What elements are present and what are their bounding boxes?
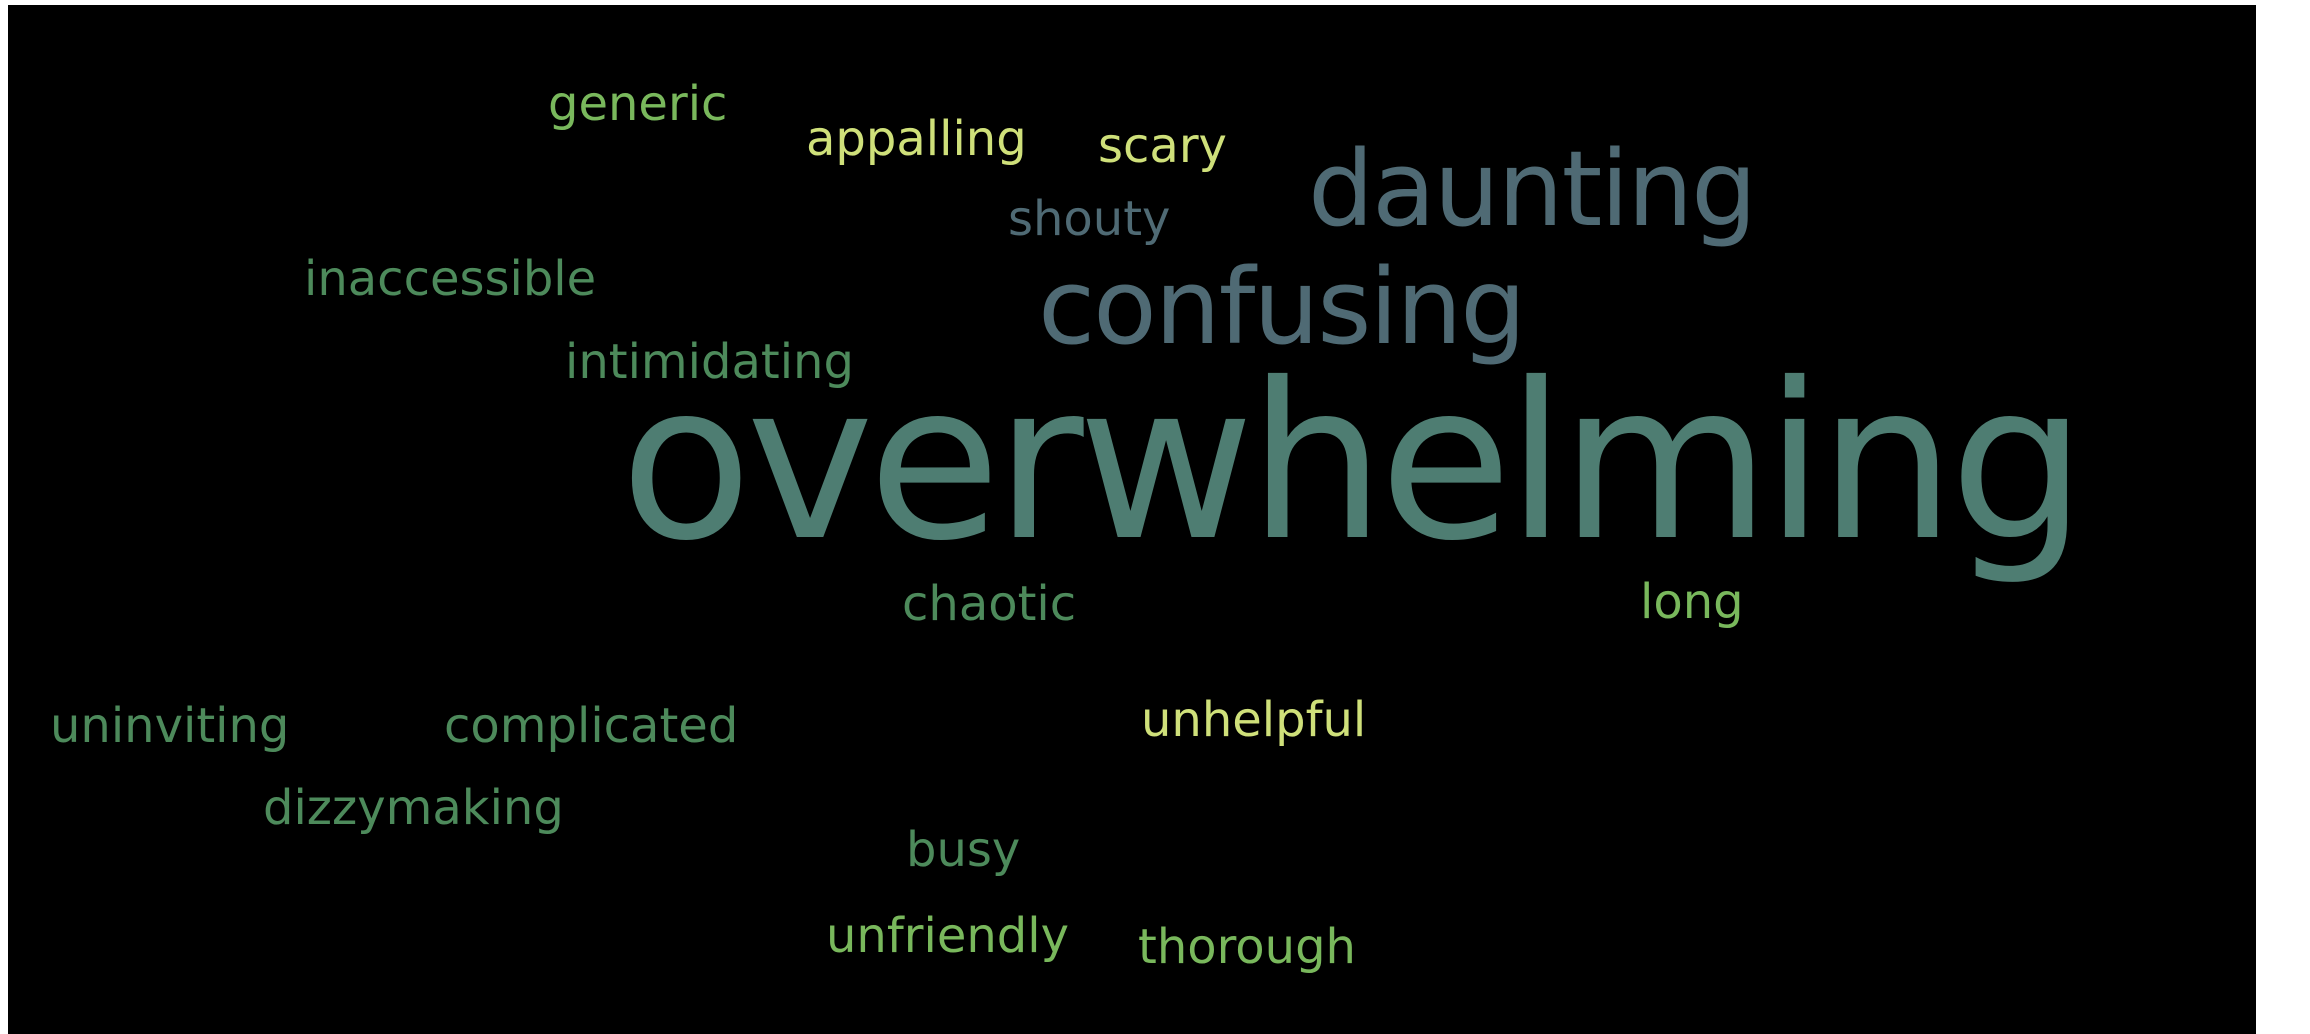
word-chaotic: chaotic bbox=[902, 576, 1077, 632]
word-cloud: overwhelming confusing daunting generic … bbox=[8, 5, 2256, 1034]
word-confusing: confusing bbox=[1038, 246, 1526, 368]
word-unhelpful: unhelpful bbox=[1141, 692, 1367, 748]
word-busy: busy bbox=[906, 822, 1021, 878]
word-complicated: complicated bbox=[444, 698, 739, 754]
word-dizzymaking: dizzymaking bbox=[263, 780, 564, 836]
word-overwhelming: overwhelming bbox=[620, 337, 2087, 588]
word-long: long bbox=[1640, 574, 1744, 630]
word-appalling: appalling bbox=[806, 111, 1027, 167]
word-daunting: daunting bbox=[1308, 128, 1757, 250]
word-scary: scary bbox=[1098, 118, 1227, 174]
word-inaccessible: inaccessible bbox=[304, 251, 597, 307]
word-shouty: shouty bbox=[1008, 191, 1171, 247]
word-generic: generic bbox=[548, 76, 728, 132]
word-unfriendly: unfriendly bbox=[826, 908, 1069, 964]
word-thorough: thorough bbox=[1138, 919, 1356, 975]
word-intimidating: intimidating bbox=[565, 334, 854, 390]
word-uninviting: uninviting bbox=[50, 698, 290, 754]
